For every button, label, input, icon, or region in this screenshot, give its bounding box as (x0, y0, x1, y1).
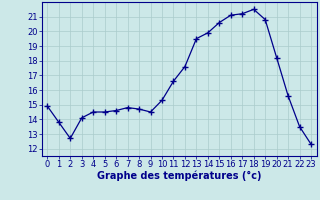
X-axis label: Graphe des températures (°c): Graphe des températures (°c) (97, 171, 261, 181)
